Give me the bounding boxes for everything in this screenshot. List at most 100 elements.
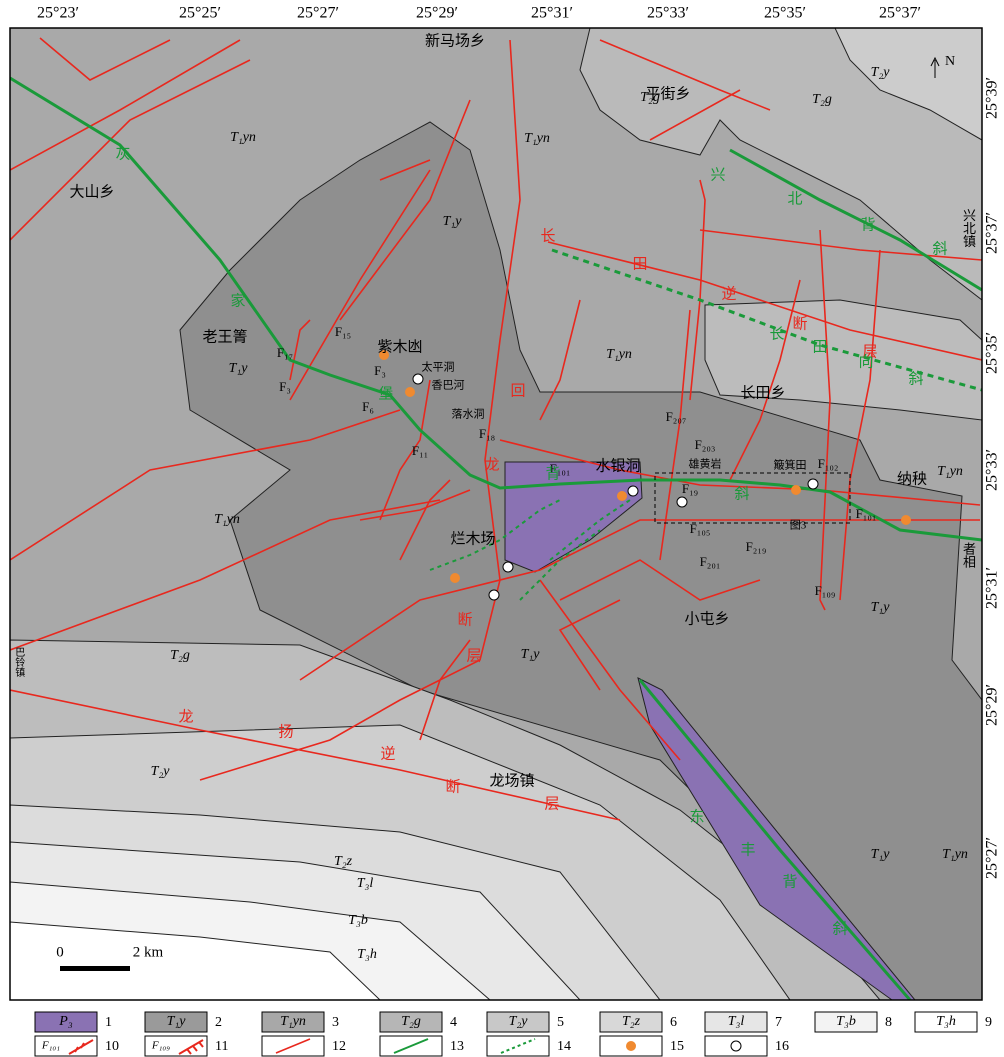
legend-symbol: T₁yn — [280, 1014, 306, 1029]
legend-number: 12 — [332, 1039, 346, 1054]
formation-label: T₃h — [357, 947, 377, 962]
formation-label: T₁yn — [942, 847, 968, 862]
small-place-name: 簸箕田 — [774, 458, 807, 472]
formation-label: T₁yn — [214, 512, 240, 527]
formation-label: T₁y — [521, 647, 541, 662]
place-name: 龙场镇 — [489, 772, 534, 789]
legend-symbol: T₃h — [936, 1014, 956, 1029]
formation-label: T₁y — [443, 214, 463, 229]
legend-symbol: T₃b — [836, 1014, 856, 1029]
top-coordinate: 25°31′ — [531, 5, 573, 22]
formation-label: T₁y — [871, 847, 891, 862]
legend-number: 14 — [557, 1039, 571, 1054]
place-name: 纳秧 — [897, 470, 927, 487]
small-place-name: 香巴河 — [432, 379, 465, 392]
fold-name-char: 田 — [812, 339, 827, 355]
fault-label: F₁₀₅ — [690, 521, 711, 536]
small-place-name: 落水洞 — [452, 408, 485, 421]
legend-number: 6 — [670, 1015, 677, 1030]
legend-number: 15 — [670, 1039, 684, 1054]
fold-name-char: 兴 — [710, 166, 725, 183]
mercury-deposit — [503, 562, 513, 572]
fault-name-char: 扬 — [278, 723, 293, 740]
fault-name-char: 逆 — [721, 285, 736, 302]
place-name: 新马场乡 — [425, 32, 485, 49]
formation-label: T₁y — [871, 600, 891, 615]
fold-name-char: 斜 — [932, 240, 947, 257]
formation-label: T₁yn — [606, 347, 632, 362]
fault-name-char: 断 — [445, 778, 460, 795]
legend-number: 2 — [215, 1015, 222, 1030]
legend-number: 1 — [105, 1015, 112, 1030]
legend-symbol: P₃ — [58, 1014, 73, 1029]
vertical-place-name: 者相 — [961, 542, 976, 568]
place-name: 水银洞 — [595, 457, 640, 474]
fault-label: F₁₅ — [335, 324, 351, 339]
map-area — [10, 28, 982, 1000]
right-coordinate: 25°29′ — [984, 684, 1001, 726]
legend-number: 5 — [557, 1015, 564, 1030]
fault-name-char: 龙 — [484, 456, 499, 473]
legend-symbol: T₂z — [622, 1014, 641, 1029]
fold-name-char: 向 — [858, 353, 873, 370]
fault-name-char: 龙 — [178, 708, 193, 725]
fault-name-char: 断 — [457, 611, 472, 628]
fault-label: F₃ — [279, 379, 291, 394]
fold-name-char: 北 — [787, 190, 802, 207]
fault-name-char: 逆 — [380, 745, 395, 762]
place-name: 烂木场 — [450, 530, 495, 547]
place-name: 长田乡 — [740, 384, 785, 401]
fault-name-char: 层 — [544, 796, 559, 812]
fault-label: F₁₀₉ — [815, 583, 836, 598]
mercury-deposit — [808, 479, 818, 489]
fold-name-char: 斜 — [832, 920, 847, 937]
legend-symbol: F₁₀₉ — [151, 1040, 170, 1052]
legend-number: 10 — [105, 1039, 119, 1054]
fold-name-char: 背 — [860, 216, 875, 233]
fault-label: F₁₀₂ — [818, 456, 839, 471]
place-name: 大山乡 — [69, 183, 114, 200]
legend-symbol: T₂y — [509, 1014, 529, 1029]
legend-number: 11 — [215, 1039, 228, 1054]
fault-label: F₂₀₇ — [666, 409, 687, 424]
top-coordinate: 25°35′ — [764, 5, 806, 22]
gold-deposit — [617, 491, 627, 501]
formation-label: T₂g — [170, 648, 190, 663]
fault-label: F₁₀₁ — [856, 506, 877, 521]
fold-name-char: 背 — [545, 465, 560, 482]
fault-label: F₃ — [374, 363, 386, 378]
fold-name-char: 背 — [782, 873, 797, 890]
gold-deposit — [901, 515, 911, 525]
fault-label: F₂₁₉ — [746, 539, 767, 554]
legend-number: 4 — [450, 1015, 457, 1030]
top-coordinate: 25°25′ — [179, 5, 221, 22]
formation-label: T₃b — [348, 913, 368, 928]
fold-name-char: 丰 — [740, 841, 755, 858]
top-coordinate: 25°29′ — [416, 5, 458, 22]
legend-number: 3 — [332, 1015, 339, 1030]
fault-label: F₂₀₃ — [695, 437, 716, 452]
legend-mercury — [731, 1041, 741, 1051]
formation-label: T₁yn — [230, 130, 256, 145]
gold-deposit — [791, 485, 801, 495]
small-place-name: 雄黄岩 — [689, 457, 722, 471]
right-coordinate: 25°33′ — [984, 449, 1001, 491]
fault-label: F₆ — [362, 399, 374, 414]
geologic-map: 25°23′ 25°25′ 25°27′ 25°29′ 25°31′ 25°33′ 25°3… — [0, 0, 1004, 1057]
fault-name-char: 回 — [510, 382, 525, 399]
north-label: N — [945, 54, 955, 69]
legend-number: 7 — [775, 1015, 782, 1030]
top-coordinate: 25°23′ — [37, 5, 79, 22]
fold-name-char: 东 — [689, 808, 704, 825]
right-coordinate: 25°27′ — [984, 837, 1001, 879]
fold-name-char: 堡 — [378, 385, 393, 402]
small-place-name: 图3 — [790, 519, 807, 532]
scale-length: 2 km — [133, 944, 164, 960]
formation-label: T₂g — [640, 90, 660, 105]
legend-symbol: T₁y — [167, 1014, 187, 1029]
fold-name-char: 斜 — [908, 370, 923, 387]
legend-number: 16 — [775, 1039, 789, 1054]
scale-bar — [60, 966, 130, 971]
fold-name-char: 灰 — [115, 145, 130, 162]
formation-label: T₁yn — [937, 464, 963, 479]
